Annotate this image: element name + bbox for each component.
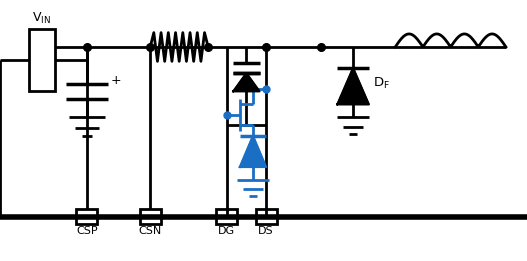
Polygon shape	[240, 136, 266, 167]
Bar	[256, 209, 277, 224]
Bar	[140, 209, 161, 224]
Polygon shape	[337, 68, 369, 104]
Text: CSN: CSN	[139, 226, 162, 236]
Text: DS: DS	[258, 226, 274, 236]
Bar	[29, 29, 55, 91]
Polygon shape	[233, 73, 260, 91]
Text: D$_{\mathregular{F}}$: D$_{\mathregular{F}}$	[373, 76, 390, 91]
Text: +: +	[111, 74, 121, 87]
Bar	[216, 209, 237, 224]
Bar	[76, 209, 97, 224]
Text: V$_{\mathregular{IN}}$: V$_{\mathregular{IN}}$	[32, 11, 51, 26]
Text: DG: DG	[218, 226, 235, 236]
Text: CSP: CSP	[76, 226, 98, 236]
